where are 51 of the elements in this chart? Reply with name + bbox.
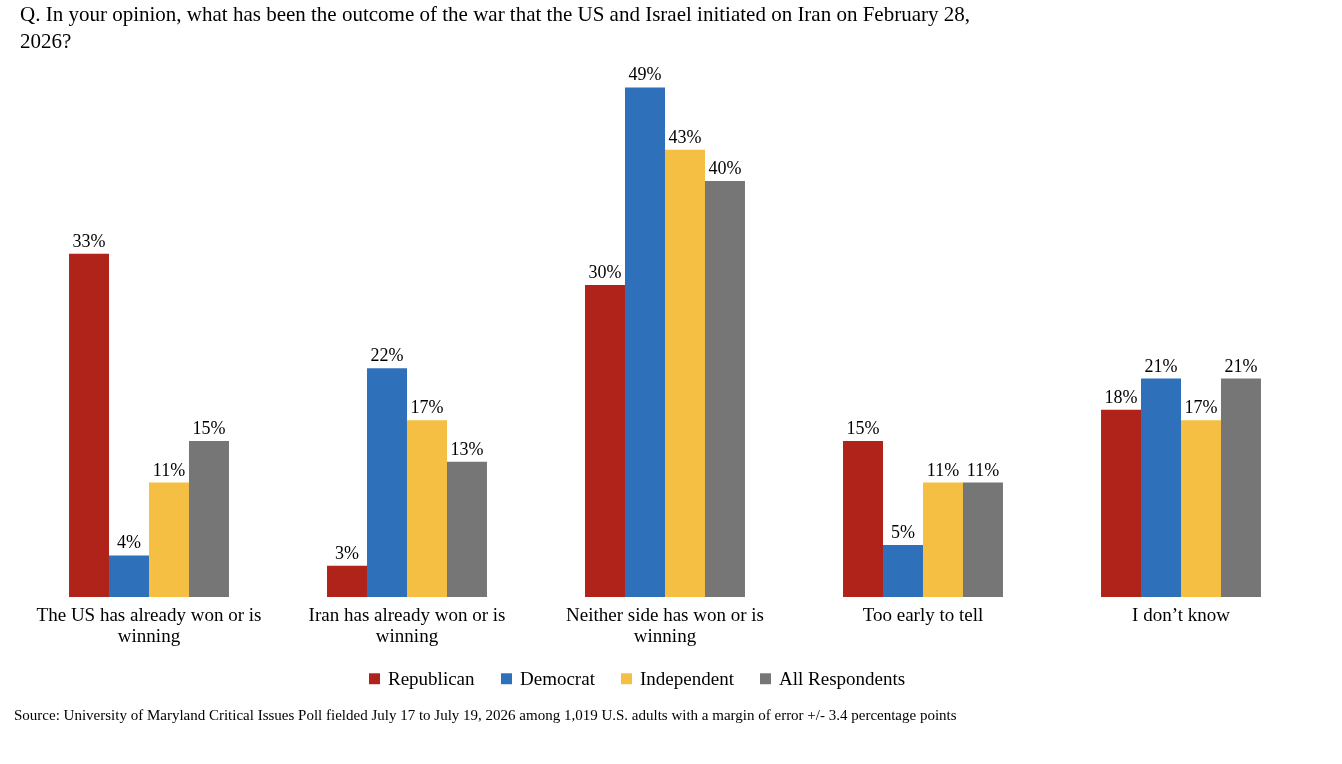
bar	[407, 420, 447, 597]
data-label: 15%	[192, 418, 226, 438]
data-label: 22%	[370, 345, 404, 366]
legend-label: Independent	[640, 667, 735, 689]
data-label: 3%	[335, 542, 360, 563]
bar	[704, 181, 745, 597]
data-label: 30%	[588, 262, 622, 282]
legend-label: Republican	[388, 667, 476, 689]
bar	[367, 368, 407, 597]
bar	[883, 545, 923, 597]
chart-title: Q. In your opinion, what has been the outcome of the war that the US and Israel initiated on Iran on February 28, 2026?	[20, 2, 970, 54]
x-tick-label: Too early to tell	[862, 603, 984, 625]
data-label: 17%	[1184, 397, 1218, 418]
x-tick-label: Iran has already won or is winning	[308, 603, 506, 646]
data-label: 49%	[628, 64, 662, 85]
data-label: 5%	[891, 522, 916, 542]
data-label: 17%	[410, 397, 444, 418]
bar	[923, 482, 963, 597]
data-label: 21%	[1144, 355, 1178, 376]
data-label: 4%	[117, 532, 142, 553]
bar	[843, 441, 884, 597]
x-tick-label: I don’t know	[1132, 603, 1231, 625]
legend-label: All Respondents	[779, 667, 906, 689]
data-label: 21%	[1224, 355, 1258, 376]
data-label: 33%	[72, 230, 106, 251]
bar	[1181, 420, 1221, 597]
bar	[962, 482, 1003, 597]
source-note: Source: University of Maryland Critical Issues Poll fielded July 17 to July 19, 2026 among 1,019 U.S. adults with a margin of error +/- 3.4 percentage points	[14, 707, 957, 723]
data-label: 40%	[708, 158, 742, 178]
data-label: 11%	[926, 459, 960, 480]
legend-label: Democrat	[520, 667, 596, 689]
bar	[69, 253, 110, 597]
bar	[327, 565, 368, 597]
data-label: 11%	[152, 459, 186, 480]
data-label: 13%	[450, 438, 484, 459]
x-tick-label: Neither side has won or is winning	[566, 603, 764, 646]
bar	[1220, 378, 1261, 597]
bar	[585, 285, 626, 597]
bar	[625, 87, 665, 597]
bar	[149, 482, 189, 597]
bar	[446, 461, 487, 597]
bar	[1101, 409, 1142, 597]
bar	[109, 555, 149, 597]
data-label: 15%	[846, 418, 880, 438]
bar	[188, 441, 229, 597]
bar	[1141, 378, 1181, 597]
bar	[665, 149, 705, 597]
data-label: 18%	[1104, 386, 1138, 407]
data-label: 11%	[966, 459, 1000, 480]
x-tick-label: The US has already won or is winning	[36, 603, 262, 646]
data-label: 43%	[668, 126, 702, 147]
